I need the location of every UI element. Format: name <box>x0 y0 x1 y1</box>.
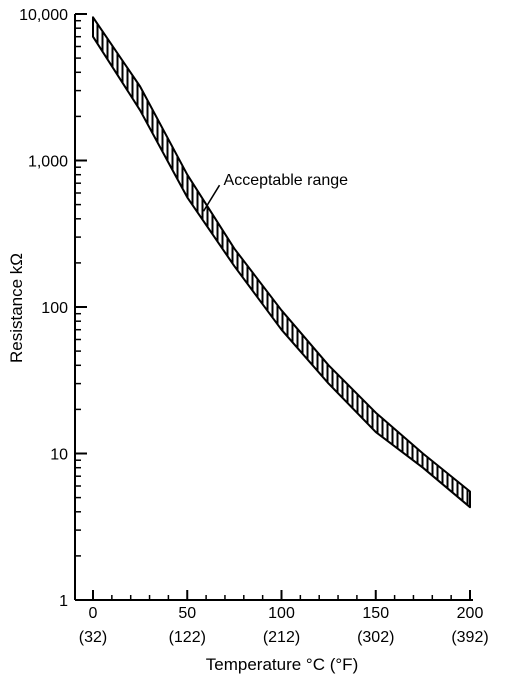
x-tick-label-fahrenheit: (122) <box>169 629 206 646</box>
x-tick-label-celsius: 200 <box>457 605 484 622</box>
annotation-label: Acceptable range <box>224 172 349 189</box>
y-tick-label: 10 <box>50 447 68 464</box>
y-tick-label: 10,000 <box>19 7 68 24</box>
y-tick-label: 1,000 <box>28 154 68 171</box>
x-tick-label-celsius: 100 <box>268 605 295 622</box>
x-tick-label-celsius: 50 <box>178 605 196 622</box>
acceptable-range-band <box>92 16 471 509</box>
y-axis-title: Resistance kΩ <box>7 253 26 363</box>
x-tick-label-fahrenheit: (32) <box>79 629 107 646</box>
x-tick-label-celsius: 0 <box>89 605 98 622</box>
x-tick-label-celsius: 150 <box>362 605 389 622</box>
x-axis-title: Temperature °C (°F) <box>206 655 358 674</box>
x-tick-label-fahrenheit: (392) <box>451 629 488 646</box>
annotation-leader <box>202 184 221 212</box>
x-tick-label-fahrenheit: (302) <box>357 629 394 646</box>
y-tick-label: 1 <box>59 593 68 610</box>
y-tick-label: 100 <box>41 300 68 317</box>
x-tick-label-fahrenheit: (212) <box>263 629 300 646</box>
